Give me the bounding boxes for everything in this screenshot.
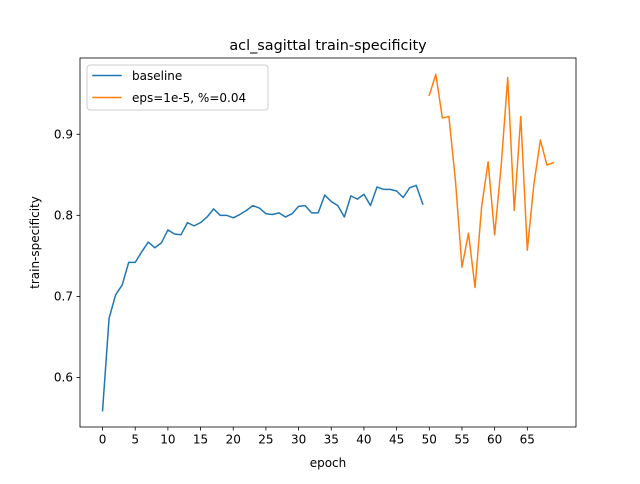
plot-background	[80, 58, 576, 427]
y-tick-label: 0.6	[54, 371, 73, 385]
y-tick-label: 0.8	[54, 209, 73, 223]
series-lines	[101, 73, 555, 412]
plot-area: 0 5 10 15 20 25 30 35 40 45 50 55 60 65 0.6 0.7 0.8 0.9	[54, 57, 577, 447]
x-tick-label: 30	[291, 433, 306, 447]
legend-frame	[86, 64, 269, 111]
y-tick-label: 0.9	[54, 127, 73, 141]
x-tick-label: 60	[487, 433, 502, 447]
series-line-0	[101, 184, 424, 412]
x-tick-label: 50	[422, 433, 437, 447]
x-tick-label: 40	[356, 433, 371, 447]
legend-label-baseline: baseline	[132, 69, 182, 83]
y-axis-label: train-specificity	[28, 196, 42, 289]
x-tick-label: 15	[193, 433, 208, 447]
series-line-1	[428, 73, 555, 289]
y-tick-label: 0.7	[54, 290, 73, 304]
x-tick-label: 0	[99, 433, 107, 447]
x-tick-label: 20	[226, 433, 241, 447]
x-tick-label: 55	[454, 433, 469, 447]
x-tick-label: 45	[389, 433, 404, 447]
x-tick-label: 65	[520, 433, 535, 447]
legend: baseline eps=1e-5, %=0.04	[86, 64, 269, 111]
legend-label-eps: eps=1e-5, %=0.04	[132, 91, 246, 105]
x-tick-label: 10	[160, 433, 175, 447]
x-tick-label: 25	[258, 433, 273, 447]
chart-title: acl_sagittal train-specificity	[229, 38, 427, 54]
x-axis-ticks: 0 5 10 15 20 25 30 35 40 45 50 55 60 65	[99, 427, 535, 447]
x-axis-label: epoch	[310, 456, 347, 470]
x-tick-label: 35	[324, 433, 339, 447]
y-axis-ticks: 0.6 0.7 0.8 0.9	[54, 127, 80, 385]
plot-frame	[79, 57, 577, 428]
x-tick-label: 5	[131, 433, 139, 447]
